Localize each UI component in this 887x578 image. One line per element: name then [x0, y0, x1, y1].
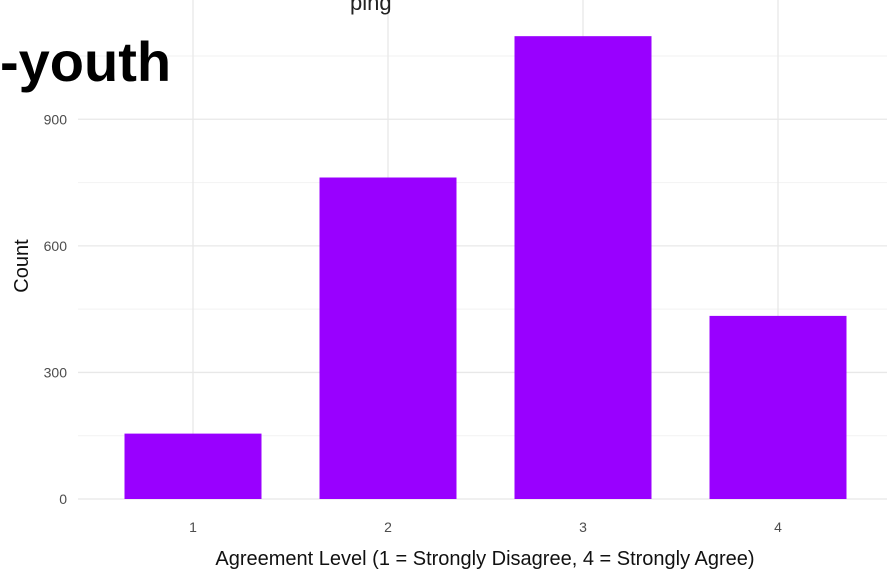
x-tick-label: 3 — [579, 519, 587, 535]
bar-3 — [514, 36, 652, 500]
tick-labels: 0 300 600 900 1 2 3 4 — [44, 111, 782, 535]
y-tick-label: 300 — [44, 364, 68, 380]
bars — [124, 36, 847, 500]
bar-4 — [709, 315, 847, 499]
bar-2 — [319, 177, 457, 499]
y-tick-label: 0 — [59, 491, 67, 507]
chart-title-fragment: -youth — [0, 30, 172, 93]
x-axis-label: Agreement Level (1 = Strongly Disagree, … — [215, 548, 754, 570]
bar-1 — [124, 433, 262, 499]
x-tick-label: 1 — [189, 519, 197, 535]
x-tick-label: 2 — [384, 519, 392, 535]
chart-subtitle-fragment: ping — [350, 0, 392, 15]
x-tick-label: 4 — [774, 519, 782, 535]
y-tick-label: 600 — [44, 238, 68, 254]
y-axis-label: Count — [11, 239, 33, 293]
y-tick-label: 900 — [44, 111, 68, 127]
